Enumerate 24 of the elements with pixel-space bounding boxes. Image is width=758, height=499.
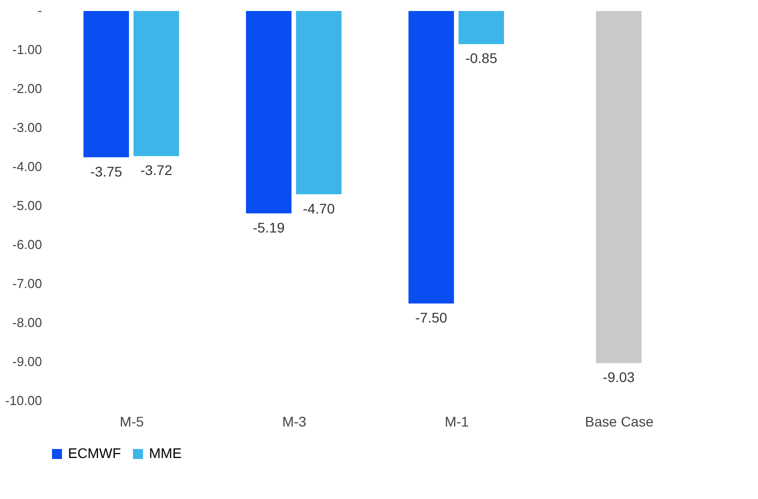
y-tick-label: -1.00 bbox=[12, 42, 42, 57]
legend-label: ECMWF bbox=[68, 445, 121, 461]
x-tick-label: M-5 bbox=[120, 414, 144, 430]
y-tick-label: -5.00 bbox=[12, 198, 42, 213]
x-tick-label: Base Case bbox=[585, 414, 654, 430]
data-label: -9.03 bbox=[602, 369, 635, 386]
y-tick-label: -2.00 bbox=[12, 81, 42, 96]
y-tick-label: -3.00 bbox=[12, 120, 42, 135]
x-tick-label: M-3 bbox=[282, 414, 307, 430]
data-label: -3.72 bbox=[140, 162, 172, 178]
y-tick-label: - bbox=[38, 3, 42, 18]
y-tick-label: -10.00 bbox=[5, 393, 42, 408]
y-tick-label: -4.00 bbox=[12, 159, 42, 174]
y-tick-label: -7.00 bbox=[12, 276, 42, 291]
data-label: -5.19 bbox=[252, 219, 285, 236]
data-label: -0.85 bbox=[465, 50, 498, 66]
x-tick-label: M-1 bbox=[444, 414, 470, 430]
y-tick-label: -6.00 bbox=[12, 237, 42, 252]
y-tick-label: -9.00 bbox=[12, 354, 42, 369]
y-tick-label: -8.00 bbox=[12, 315, 42, 330]
data-label: -7.50 bbox=[415, 310, 448, 326]
legend-label: MME bbox=[149, 445, 182, 461]
data-label: -3.75 bbox=[90, 163, 122, 180]
data-label: -4.70 bbox=[302, 200, 335, 216]
